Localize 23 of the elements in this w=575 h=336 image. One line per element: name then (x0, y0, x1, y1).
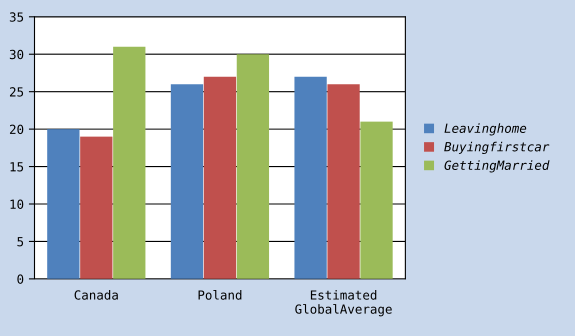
legend-label: Leavinghome (444, 123, 526, 136)
y-tick-label: 35 (10, 12, 24, 22)
bar (47, 129, 80, 279)
bar (170, 84, 204, 279)
bar (360, 122, 393, 279)
x-tick-label: Poland (198, 290, 242, 300)
y-tick-label: 0 (17, 274, 24, 284)
x-tick-label: Estimated GlobalAverage (295, 290, 392, 316)
bar (80, 136, 112, 279)
bar (113, 46, 146, 279)
legend-label: GettingMarried (444, 160, 550, 172)
y-tick-label: 5 (17, 237, 24, 246)
y-tick-label: 30 (10, 50, 24, 60)
bar (327, 84, 360, 279)
legend-label: Buyingfirstcar (444, 142, 550, 154)
x-tick-label: Canada (74, 290, 118, 300)
bar (204, 76, 236, 279)
y-tick-label: 15 (10, 162, 24, 172)
bar (236, 54, 270, 279)
bar (294, 76, 327, 279)
y-tick-label: 20 (10, 124, 24, 134)
y-tick-label: 10 (10, 200, 24, 209)
y-tick-label: 25 (10, 87, 24, 97)
